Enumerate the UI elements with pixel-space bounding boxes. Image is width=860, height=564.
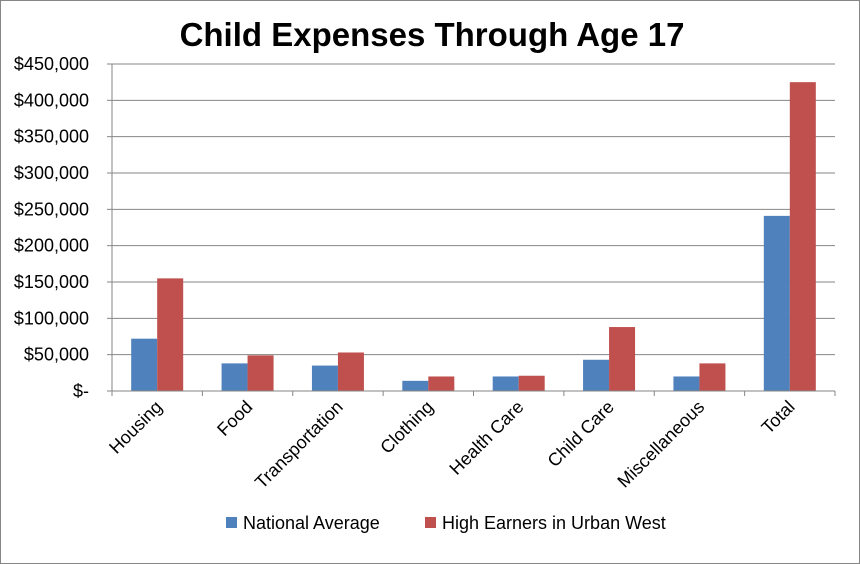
bar-high-earners-transportation bbox=[337, 352, 364, 391]
legend-swatch bbox=[425, 517, 436, 528]
x-tick-label: Clothing bbox=[376, 397, 437, 458]
y-tick-label: $450,000 bbox=[14, 54, 89, 74]
y-tick-label: $- bbox=[73, 381, 89, 401]
x-tick-label: Housing bbox=[105, 397, 166, 458]
x-tick-label: Food bbox=[213, 397, 256, 440]
bar-national-average-housing bbox=[131, 338, 158, 391]
bar-high-earners-housing bbox=[157, 278, 184, 391]
bar-national-average-transportation bbox=[311, 365, 338, 391]
bar-national-average-food bbox=[221, 363, 248, 391]
y-tick-label: $300,000 bbox=[14, 163, 89, 183]
legend: National Average High Earners in Urban We… bbox=[226, 513, 666, 533]
bar-national-average-health-care bbox=[492, 376, 519, 391]
x-tick-label: Miscellaneous bbox=[613, 397, 708, 492]
x-tick-label: Child Care bbox=[544, 397, 618, 471]
y-tick-label: $100,000 bbox=[14, 308, 89, 328]
bar-national-average-miscellaneous bbox=[673, 376, 700, 391]
bar-high-earners-food bbox=[247, 355, 274, 391]
y-tick-label: $50,000 bbox=[24, 345, 89, 365]
legend-swatch bbox=[226, 517, 237, 528]
bar-national-average-child-care bbox=[583, 359, 610, 391]
bar-national-average-total bbox=[763, 215, 790, 391]
bar-high-earners-health-care bbox=[518, 375, 545, 391]
y-tick-label: $400,000 bbox=[14, 90, 89, 110]
bar-high-earners-child-care bbox=[609, 327, 636, 391]
bar-high-earners-miscellaneous bbox=[699, 363, 726, 391]
gridlines bbox=[112, 63, 835, 356]
bars bbox=[131, 82, 816, 392]
x-tick-label: Total bbox=[758, 397, 799, 438]
y-tick-label: $250,000 bbox=[14, 199, 89, 219]
axes bbox=[107, 63, 836, 396]
bar-high-earners-total bbox=[789, 82, 816, 392]
y-tick-label: $350,000 bbox=[14, 127, 89, 147]
y-tick-label: $200,000 bbox=[14, 236, 89, 256]
y-tick-label: $150,000 bbox=[14, 272, 89, 292]
bar-high-earners-clothing bbox=[428, 376, 455, 391]
x-tick-label: Transportation bbox=[251, 397, 347, 493]
legend-label: High Earners in Urban West bbox=[442, 513, 666, 533]
bar-national-average-clothing bbox=[402, 380, 429, 391]
legend-label: National Average bbox=[243, 513, 380, 533]
y-tick-labels: $- $50,000 $100,000 $150,000 $200,000 $250,00… bbox=[14, 54, 89, 401]
chart-title: Child Expenses Through Age 17 bbox=[180, 16, 685, 53]
x-tick-label: Health Care bbox=[445, 397, 527, 479]
